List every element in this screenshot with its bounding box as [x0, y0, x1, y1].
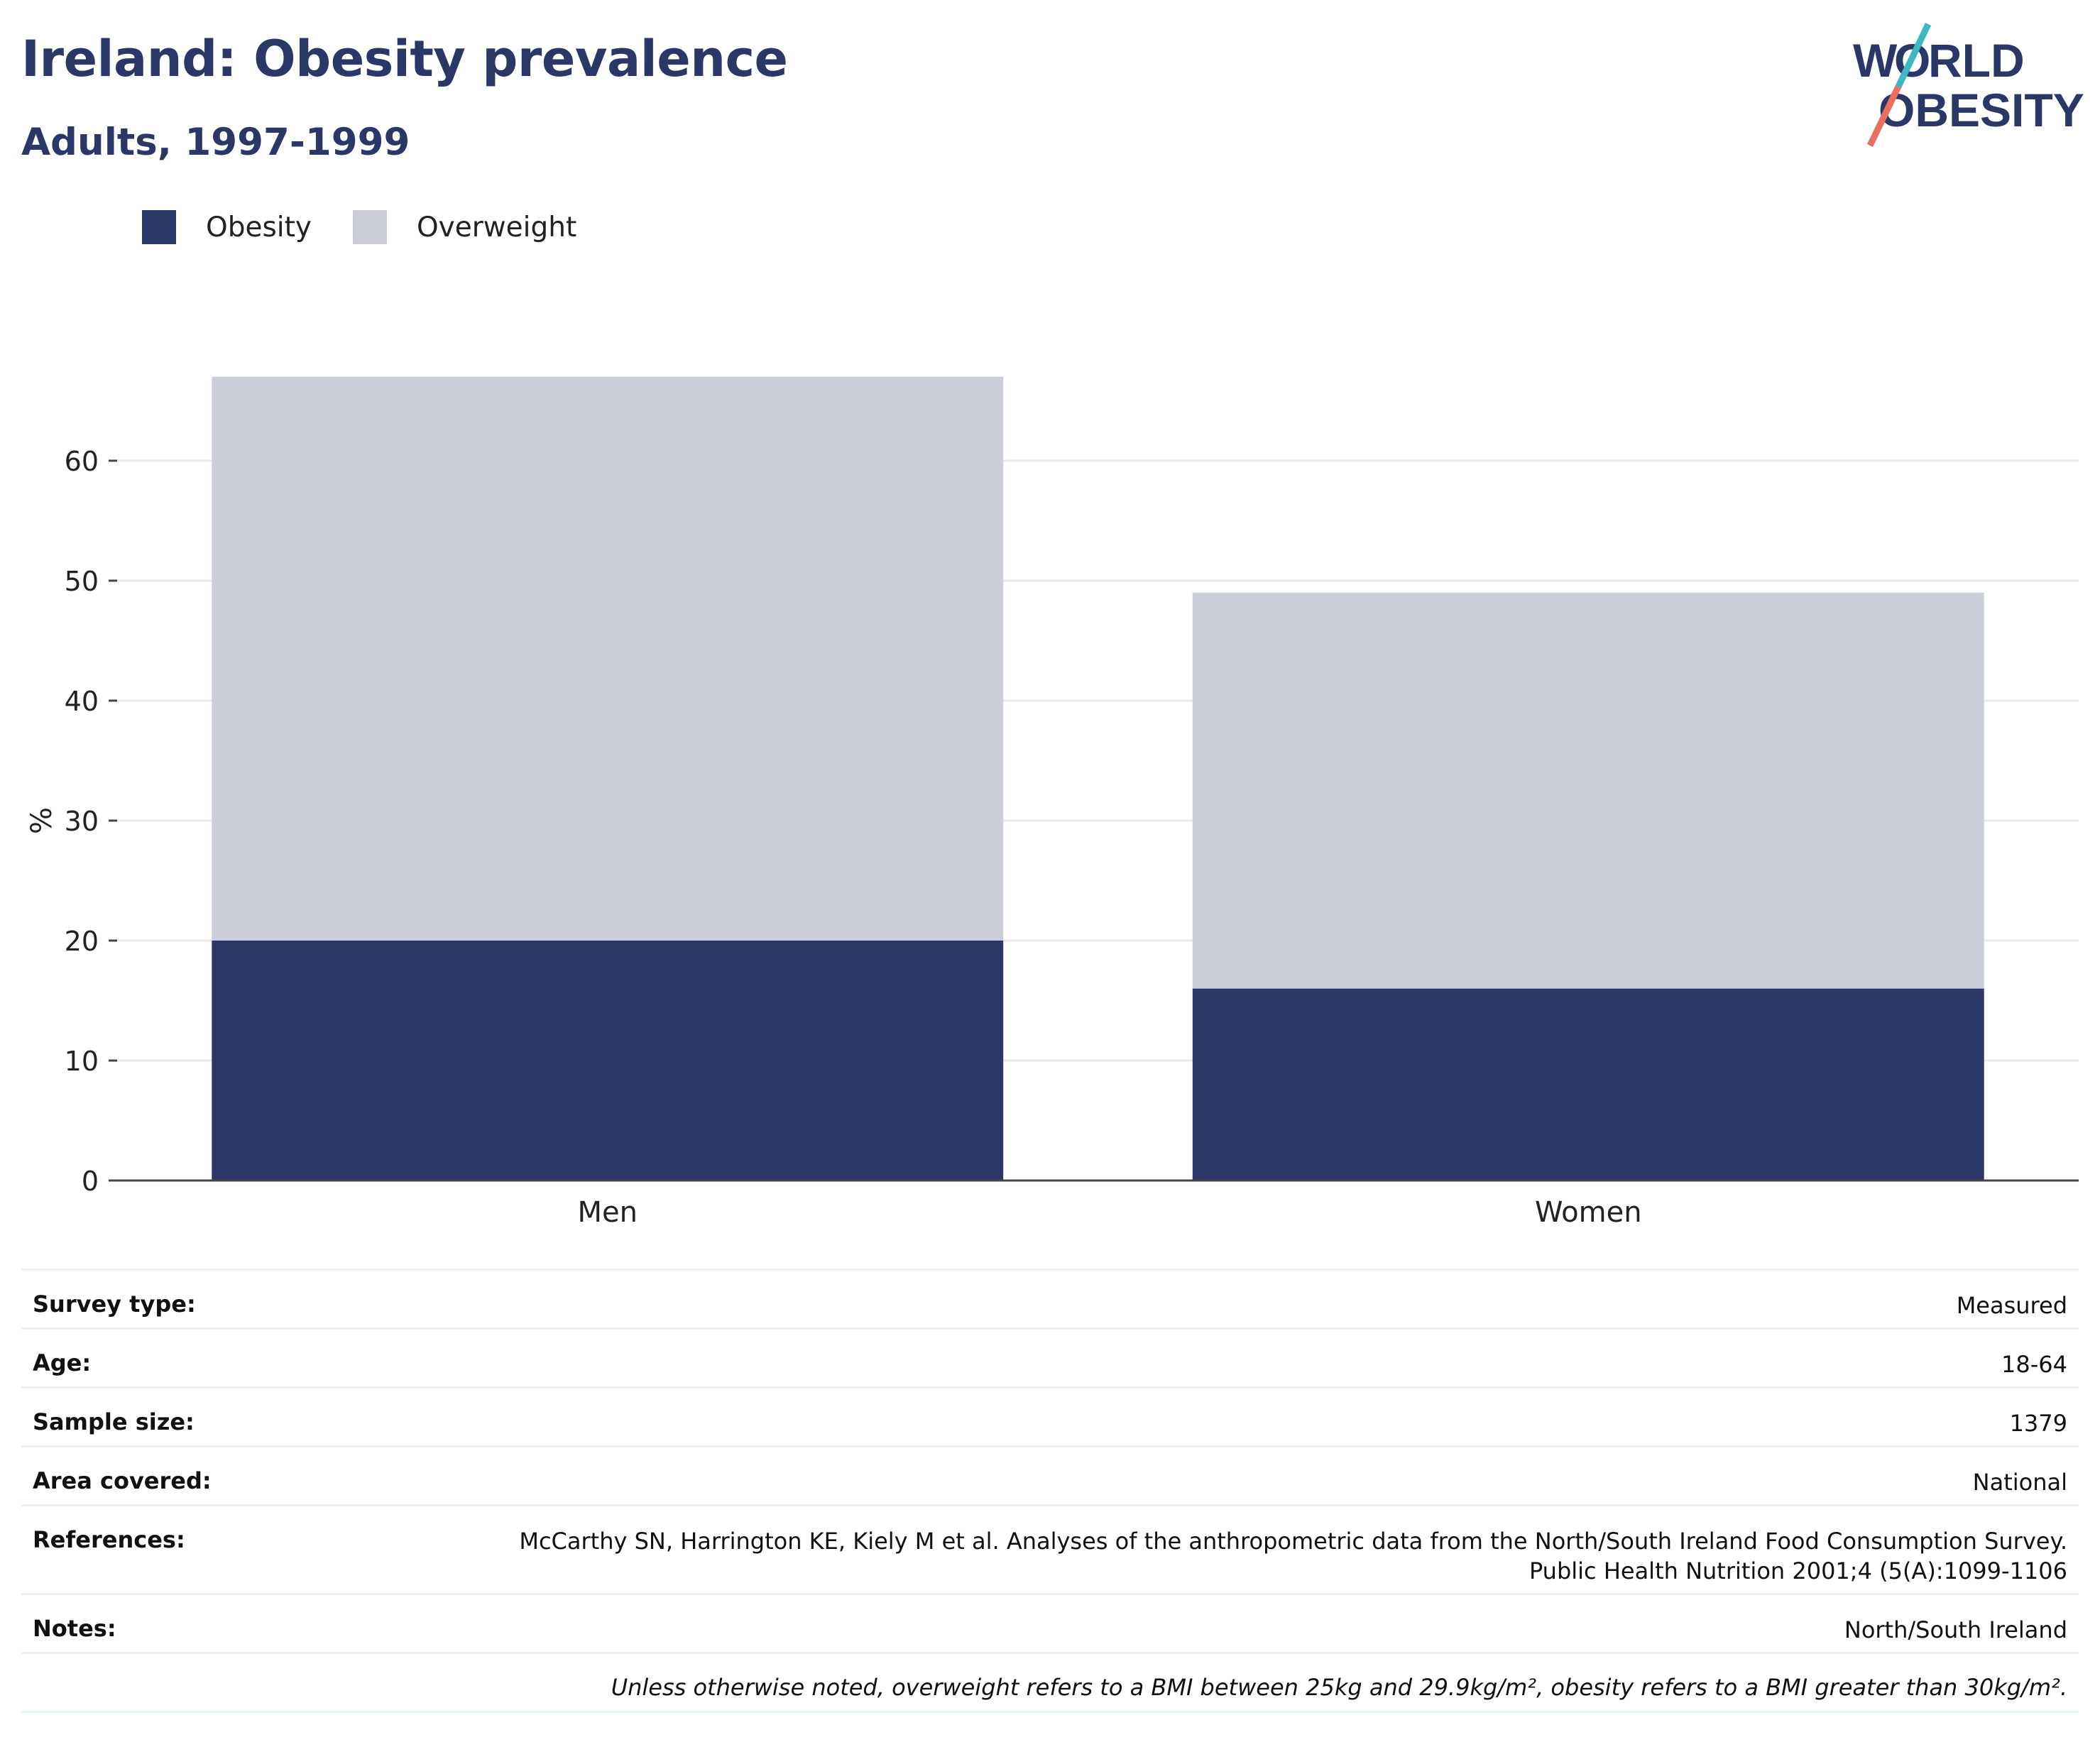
meta-value: 18-64 — [2001, 1351, 2067, 1378]
chart-subtitle: Adults, 1997-1999 — [21, 121, 410, 164]
meta-label: Area covered: — [33, 1467, 212, 1494]
y-axis-label: % — [26, 807, 58, 834]
meta-row-age: Age: 18-64 — [21, 1327, 2079, 1386]
legend-item-obesity[interactable]: Obesity — [142, 210, 312, 244]
meta-label: References: — [33, 1526, 185, 1553]
legend-label-obesity: Obesity — [206, 211, 312, 243]
svg-text:RLD: RLD — [1928, 34, 2025, 87]
x-tick-label: Men — [578, 1196, 638, 1229]
meta-row-survey-type: Survey type: Measured — [21, 1269, 2079, 1327]
y-tick-label: 50 — [65, 566, 99, 597]
bar-obesity-men — [212, 941, 1004, 1181]
reference-line-1: McCarthy SN, Harrington KE, Kiely M et a… — [519, 1528, 2067, 1555]
meta-row-notes: Notes: North/South Ireland — [21, 1593, 2079, 1652]
bar-overweight-men — [212, 376, 1004, 941]
meta-bottom-divider — [21, 1711, 2079, 1714]
bar-obesity-women — [1192, 988, 1984, 1181]
meta-label: Notes: — [33, 1615, 116, 1642]
meta-value: McCarthy SN, Harrington KE, Kiely M et a… — [519, 1506, 2067, 1586]
legend-swatch-overweight — [352, 210, 387, 244]
svg-text:W: W — [1853, 34, 1898, 87]
meta-row-footnote: Unless otherwise noted, overweight refer… — [21, 1652, 2079, 1711]
legend-label-overweight: Overweight — [416, 211, 577, 243]
chart-legend: Obesity Overweight — [142, 210, 618, 244]
meta-row-sample-size: Sample size: 1379 — [21, 1386, 2079, 1445]
meta-row-references: References: McCarthy SN, Harrington KE, … — [21, 1504, 2079, 1593]
chart-title: Ireland: Obesity prevalence — [21, 30, 788, 88]
meta-value: North/South Ireland — [1844, 1616, 2067, 1643]
x-tick-label: Women — [1535, 1196, 1642, 1229]
reference-line-2: Public Health Nutrition 2001;4 (5(A):109… — [1528, 1557, 2067, 1584]
svg-text:OBESITY: OBESITY — [1878, 84, 2084, 136]
meta-value: Measured — [1956, 1292, 2067, 1319]
meta-label: Age: — [33, 1349, 92, 1376]
legend-swatch-obesity — [142, 210, 176, 244]
meta-row-area-covered: Area covered: National — [21, 1445, 2079, 1504]
survey-details: Survey type: Measured Age: 18-64 Sample … — [21, 1269, 2079, 1714]
y-tick-label: 30 — [65, 806, 99, 837]
y-tick-label: 0 — [82, 1166, 99, 1197]
y-tick-label: 10 — [65, 1046, 99, 1077]
legend-item-overweight[interactable]: Overweight — [352, 210, 577, 244]
stacked-bar-chart: 0 10 20 30 40 50 60% Men Women — [26, 376, 2079, 1229]
bar-overweight-women — [1192, 592, 1984, 989]
meta-value: National — [1972, 1469, 2067, 1496]
meta-label: Sample size: — [33, 1408, 195, 1435]
y-tick-label: 20 — [65, 926, 99, 957]
world-obesity-logo: W O RLD OBESITY — [1853, 23, 2084, 147]
bmi-footnote: Unless otherwise noted, overweight refer… — [611, 1674, 2067, 1701]
y-tick-label: 60 — [65, 446, 99, 477]
meta-label: Survey type: — [33, 1291, 196, 1318]
meta-value: 1379 — [2009, 1410, 2067, 1437]
y-tick-label: 40 — [65, 686, 99, 717]
